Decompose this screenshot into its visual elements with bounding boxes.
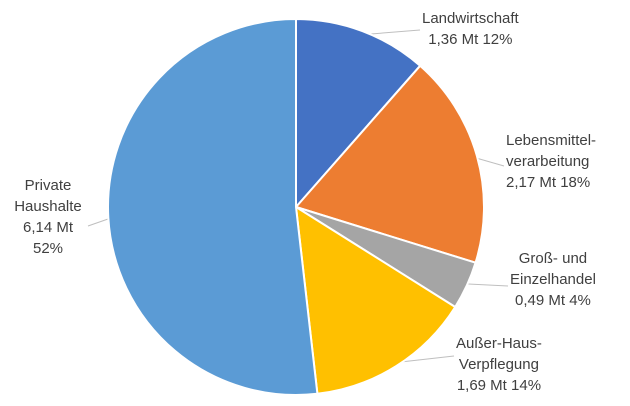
label-private-haushalte-percent: 52% <box>32 240 64 257</box>
label-gross-einzelhandel-value: 0,49 Mt 4% <box>515 292 591 309</box>
pie-slice-private-haushalte <box>107 18 319 396</box>
label-private-haushalte-name-1: Private <box>24 177 72 194</box>
label-ausser-haus-verpflegung-name-1: Außer-Haus- <box>456 335 542 352</box>
leader-line-gross-einzelhandel <box>463 283 509 287</box>
label-lebensmittelverarbeitung-value: 2,17 Mt 18% <box>506 174 591 191</box>
label-landwirtschaft-name: Landwirtschaft <box>422 10 519 27</box>
label-lebensmittelverarbeitung-name-2: verarbeitung <box>506 153 590 170</box>
label-landwirtschaft-value: 1,36 Mt 12% <box>428 31 513 48</box>
pie-slice-landwirtschaft <box>295 18 422 208</box>
label-ausser-haus-verpflegung-name-2: Verpflegung <box>458 356 539 373</box>
label-landwirtschaft: Landwirtschaft 1,36 Mt 12% <box>422 8 519 50</box>
label-ausser-haus-verpflegung: Außer-Haus- Verpflegung 1,69 Mt 14% <box>456 333 542 396</box>
label-private-haushalte-name-2: Haushalte <box>14 198 82 215</box>
label-ausser-haus-verpflegung-value: 1,69 Mt 14% <box>456 377 542 394</box>
label-gross-einzelhandel-name-2: Einzelhandel <box>510 271 596 288</box>
label-lebensmittelverarbeitung: Lebensmittel- verarbeitung 2,17 Mt 18% <box>506 130 596 193</box>
label-gross-einzelhandel: Groß- und Einzelhandel 0,49 Mt 4% <box>510 248 596 311</box>
label-private-haushalte: Private Haushalte 6,14 Mt 52% <box>8 175 88 259</box>
label-private-haushalte-value: 6,14 Mt <box>22 219 74 236</box>
label-lebensmittelverarbeitung-name-1: Lebensmittel- <box>506 132 597 149</box>
pie-slice-lebensmittelverarbeitung <box>295 64 485 264</box>
pie-slice-ausser-haus-verpflegung <box>295 206 457 395</box>
label-gross-einzelhandel-name-1: Groß- und <box>518 250 588 267</box>
